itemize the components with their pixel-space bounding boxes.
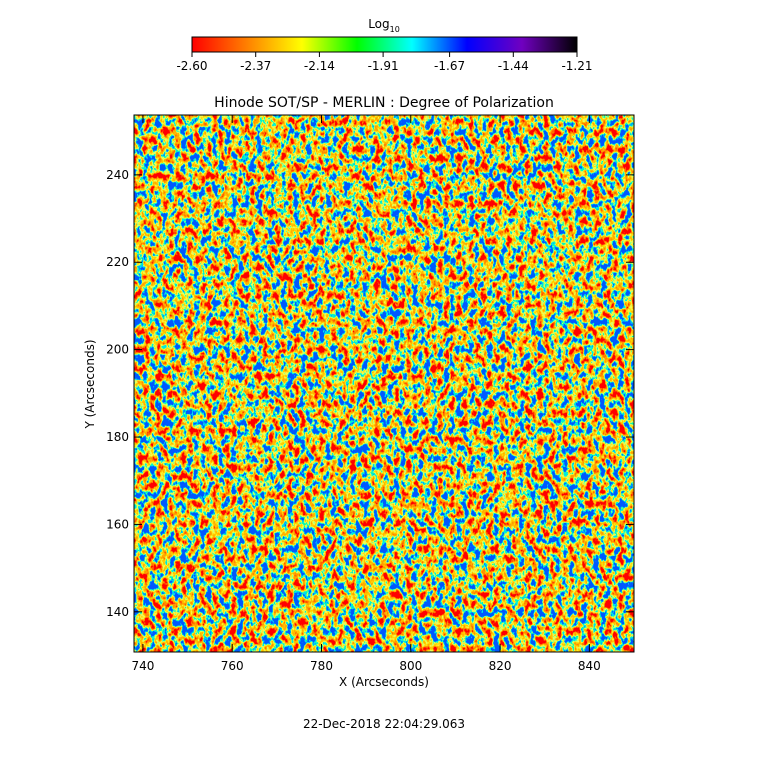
colorbar-tick-label: -2.37 (240, 59, 271, 73)
y-tick-label: 240 (106, 168, 129, 182)
y-tick-label: 220 (106, 255, 129, 269)
colorbar-label: Log10 (368, 17, 400, 34)
x-tick-label: 840 (578, 659, 601, 673)
chart-title: Hinode SOT/SP - MERLIN : Degree of Polar… (214, 95, 554, 111)
colorbar-tick-label: -1.67 (434, 59, 465, 73)
y-tick-label: 160 (106, 517, 129, 531)
footer-date: 22-Dec-2018 22:04:29.063 (303, 717, 465, 731)
colorbar-tick-label: -1.91 (368, 59, 399, 73)
colorbar-tick-label: -2.60 (176, 59, 207, 73)
x-tick-label: 780 (310, 659, 333, 673)
x-tick-label: 760 (221, 659, 244, 673)
y-axis-label: Y (Arcseconds) (83, 339, 97, 429)
x-tick-label: 740 (131, 659, 154, 673)
y-tick-label: 200 (106, 343, 129, 357)
colorbar-label-subscript: 10 (390, 25, 400, 34)
colorbar-tick-label: -1.44 (498, 59, 529, 73)
plot-frame (133, 114, 635, 653)
colorbar-tick-label: -2.14 (304, 59, 335, 73)
y-tick-label: 180 (106, 430, 129, 444)
colorbar-label-main: Log (368, 17, 389, 31)
x-tick-label: 800 (399, 659, 422, 673)
polarization-map (134, 115, 634, 652)
x-tick-label: 820 (489, 659, 512, 673)
colorbar-tick-label: -1.21 (561, 59, 592, 73)
y-tick-label: 140 (106, 605, 129, 619)
colorbar (191, 36, 578, 53)
x-axis-label: X (Arcseconds) (339, 675, 429, 689)
